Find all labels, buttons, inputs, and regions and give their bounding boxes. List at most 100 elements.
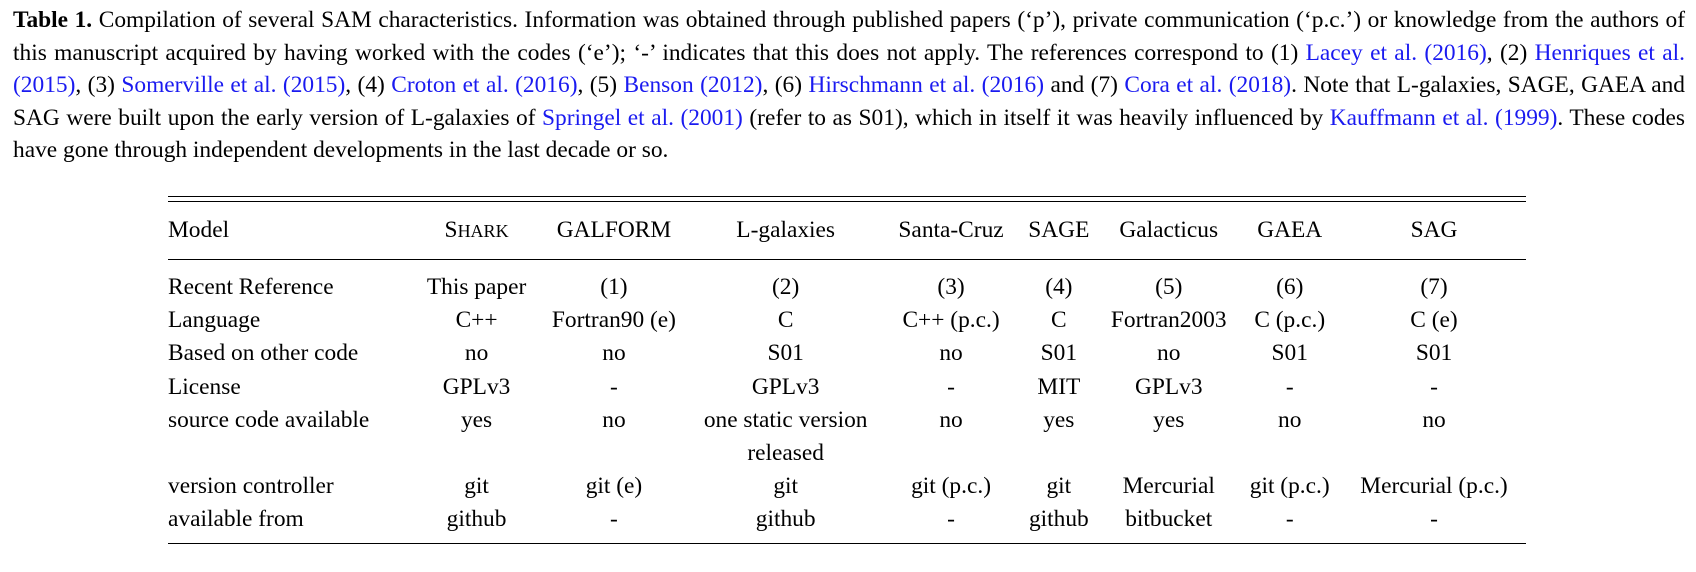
table-cell: GPLv3 [442, 373, 511, 400]
table-cell: C (p.c.) [1254, 307, 1326, 334]
table-row: Recent Reference This paper (1) (2) (3) … [168, 260, 1526, 304]
row-label: version controller [168, 473, 334, 500]
row-label: source code available [168, 406, 370, 433]
table-cell: git (p.c.) [1249, 473, 1330, 500]
table-cell: C++ [455, 307, 498, 334]
header-row: Model SHARK GALFORM L-galaxies Santa-Cru… [168, 202, 1526, 259]
table-cell: - [1430, 373, 1438, 400]
table-cell: S01 [1415, 340, 1453, 367]
table-cell: git [464, 473, 489, 500]
comparison-table: Model SHARK GALFORM L-galaxies Santa-Cru… [168, 196, 1526, 544]
table-row: Based on other code no no S01 no S01 no … [168, 337, 1526, 370]
table-cell: - [947, 506, 955, 533]
caption-text: and (7) [1044, 72, 1125, 99]
citation-benson[interactable]: Benson (2012) [623, 72, 763, 99]
caption-text: Compilation of several SAM characteristi… [13, 7, 1685, 66]
table-cell: github [755, 506, 816, 533]
table-cell: (6) [1276, 274, 1304, 300]
caption-text: (refer to as S01), which in itself it wa… [742, 104, 1330, 131]
caption-text: , (2) [1486, 39, 1535, 66]
table-cell: S01 [1271, 340, 1308, 367]
table-cell: (1) [600, 274, 628, 300]
row-label: Language [168, 307, 261, 334]
table-cell: (7) [1420, 274, 1448, 300]
column-header: GALFORM [556, 217, 672, 243]
citation-lacey[interactable]: Lacey et al. (2016) [1305, 39, 1487, 66]
column-header: Galacticus [1119, 217, 1219, 243]
table-row: Language C++ Fortran90 (e) C C++ (p.c.) … [168, 304, 1526, 337]
table-row: License GPLv3 - GPLv3 - MIT GPLv3 - - [168, 371, 1526, 404]
table-cell: no [939, 406, 963, 433]
table-cell: yes [1153, 406, 1185, 433]
row-label: available from [168, 506, 304, 533]
table-row: version controller git git (e) git git (… [168, 470, 1526, 503]
caption-text: , (3) [75, 72, 122, 99]
table-cell: - [610, 373, 618, 400]
caption-text: . Note that L-galaxies, SAGE, GAEA and S… [13, 72, 1685, 131]
table-row: source code available yes no one static … [168, 404, 1526, 470]
bottom-rule [168, 542, 1526, 544]
caption-text: , (5) [577, 72, 624, 99]
table-cell: Mercurial [1122, 473, 1215, 500]
table-cell: no [464, 340, 489, 367]
table-cell: no [602, 406, 626, 433]
table-cell: github [1028, 506, 1089, 533]
table-cell: (3) [937, 274, 965, 300]
table-cell: no [1278, 406, 1302, 433]
column-header: GAEA [1257, 217, 1323, 243]
table-cell: - [1285, 373, 1294, 400]
table-cell: (5) [1155, 274, 1183, 300]
citation-springel[interactable]: Springel et al. (2001) [542, 104, 743, 131]
citation-somerville[interactable]: Somerville et al. (2015) [121, 72, 346, 99]
citation-hirschmann[interactable]: Hirschmann et al. (2016) [808, 72, 1045, 99]
citation-cora[interactable]: Cora et al. (2018) [1124, 72, 1292, 99]
column-header: L-galaxies [736, 217, 836, 243]
top-double-rule [168, 196, 1526, 202]
table-cell: github [446, 506, 507, 533]
table-cell: no [939, 340, 963, 367]
caption-text: . These codes have gone through independ… [13, 104, 1686, 164]
table-cell: (4) [1045, 274, 1073, 300]
table-cell: git (e) [585, 473, 643, 500]
table-cell: git [773, 473, 799, 500]
caption-text: , (4) [345, 72, 392, 99]
row-label: Recent Reference [168, 274, 334, 300]
citation-henriques[interactable]: Henriques et al. (2015) [13, 39, 1686, 99]
table-cell: This paper [426, 274, 527, 300]
column-header: Santa-Cruz [898, 217, 1004, 243]
citation-croton[interactable]: Croton et al. (2016) [391, 72, 578, 99]
table-cell: no [602, 340, 626, 367]
table-cell: yes [460, 406, 493, 433]
table-label: Table 1. [13, 7, 93, 33]
table-cell: (2) [772, 274, 800, 300]
table-cell: C [777, 307, 794, 334]
header-rule [168, 259, 1526, 260]
column-header: SAG [1410, 217, 1458, 243]
table-cell: Fortran2003 [1110, 307, 1227, 334]
table-cell: bitbucket [1125, 506, 1213, 533]
table-cell: S01 [767, 340, 804, 367]
table-row: available from github - github - github … [168, 503, 1526, 542]
table-cell: - [1430, 506, 1438, 533]
table-cell: GPLv3 [1134, 373, 1203, 400]
table-cell: Mercurial (p.c.) [1360, 473, 1508, 500]
table-cell: git (p.c.) [911, 473, 991, 500]
table-cell: - [1285, 506, 1294, 533]
table-cell: C [1051, 307, 1067, 334]
table-caption: Table 1. Compilation of several SAM char… [13, 4, 1685, 167]
table-cell: MIT [1037, 373, 1081, 400]
table-cell: C++ (p.c.) [902, 307, 1000, 334]
table-cell: no [1157, 340, 1181, 367]
table-cell: Fortran90 (e) [551, 307, 676, 334]
table-cell: C (e) [1410, 307, 1458, 334]
table-cell: S01 [1040, 340, 1078, 367]
column-header: SAGE [1028, 217, 1090, 243]
caption-text: , (6) [762, 72, 809, 99]
table-cell: - [610, 506, 618, 533]
row-label: Based on other code [168, 340, 359, 367]
column-header-model: Model [168, 217, 230, 243]
citation-kauffmann[interactable]: Kauffmann et al. (1999) [1329, 104, 1558, 131]
column-header-shark: SHARK [444, 217, 509, 243]
table-cell: yes [1043, 406, 1075, 433]
table-cell: no [1422, 406, 1446, 433]
